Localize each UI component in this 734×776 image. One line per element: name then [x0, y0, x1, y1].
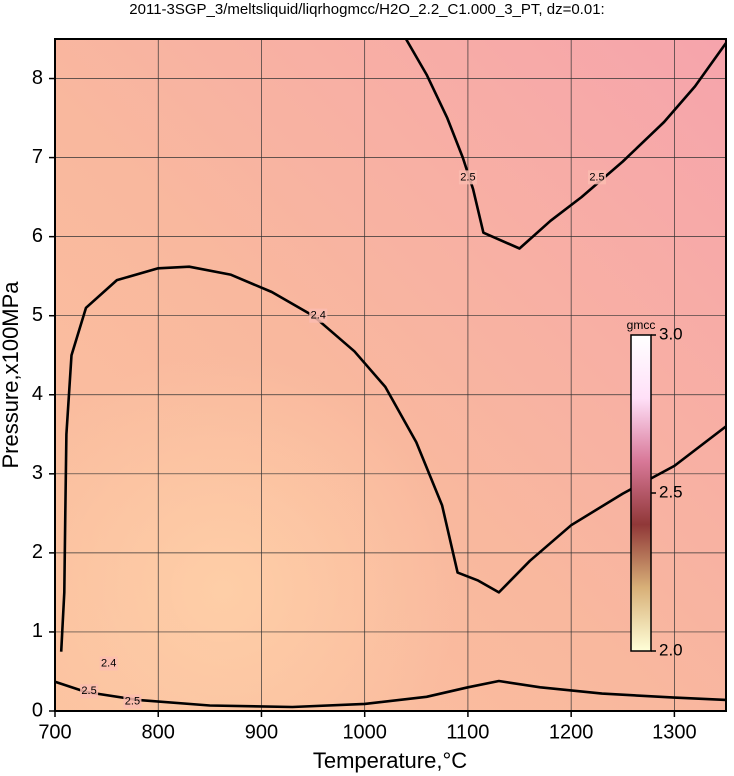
x-tick-label: 800 [142, 721, 175, 743]
contour-label-bg [99, 656, 118, 671]
contour-line [404, 39, 726, 250]
y-tick-label: 4 [32, 383, 43, 405]
y-tick-label: 7 [32, 146, 43, 168]
contour-label-bg [123, 694, 142, 709]
contour-label-bg [80, 684, 99, 699]
contour-label-bg [309, 308, 328, 323]
y-tick-label: 2 [32, 541, 43, 563]
contour-label: 2.4 [101, 657, 116, 669]
y-tick-label: 3 [32, 462, 43, 484]
colorbar-tick-label: 3.0 [659, 324, 683, 343]
contour-label: 2.4 [311, 310, 326, 322]
colorbar-tick-label: 2.5 [659, 482, 683, 501]
colorbar-tick-label: 2.0 [659, 640, 683, 659]
plot-frame [54, 38, 727, 712]
x-tick-label: 1000 [342, 721, 387, 743]
contour-labels: 2.4 2.5 2.5 2.4 2.5 2.5 [80, 170, 606, 709]
colorbar: gmcc 2.0 2.5 3.0 [627, 318, 683, 659]
x-axis-label: Temperature,°C [313, 748, 467, 773]
y-tick-label: 0 [32, 699, 43, 721]
x-tick-label: 1200 [549, 721, 594, 743]
axes: 700 800 900 1000 1100 1200 1300 0 1 2 3 4 5 6 7 8 [32, 67, 697, 743]
y-tick-label: 5 [32, 304, 43, 326]
contour-label: 2.5 [589, 171, 604, 183]
y-tick-label: 6 [32, 225, 43, 247]
colorbar-scale [630, 334, 652, 652]
x-tick-label: 700 [38, 721, 71, 743]
contour-label: 2.5 [125, 695, 140, 707]
y-tick-label: 1 [32, 620, 43, 642]
plot-glow [55, 39, 726, 711]
x-tick-label: 1100 [446, 721, 489, 743]
contour-label-bg [458, 170, 477, 185]
contour-label: 2.5 [460, 171, 475, 183]
x-tick-label: 1300 [652, 721, 697, 743]
x-tick-label: 900 [245, 721, 278, 743]
y-tick-label: 8 [32, 67, 43, 89]
contour-label-bg [587, 170, 606, 185]
y-axis-label: Pressure,x100MPa [0, 281, 23, 469]
contour-label: 2.5 [81, 685, 96, 697]
chart-title: 2011-3SGP_3/meltsliquid/liqrhogmcc/H2O_2… [129, 1, 604, 18]
colorbar-label: gmcc [627, 318, 656, 332]
contour-line [59, 265, 726, 652]
